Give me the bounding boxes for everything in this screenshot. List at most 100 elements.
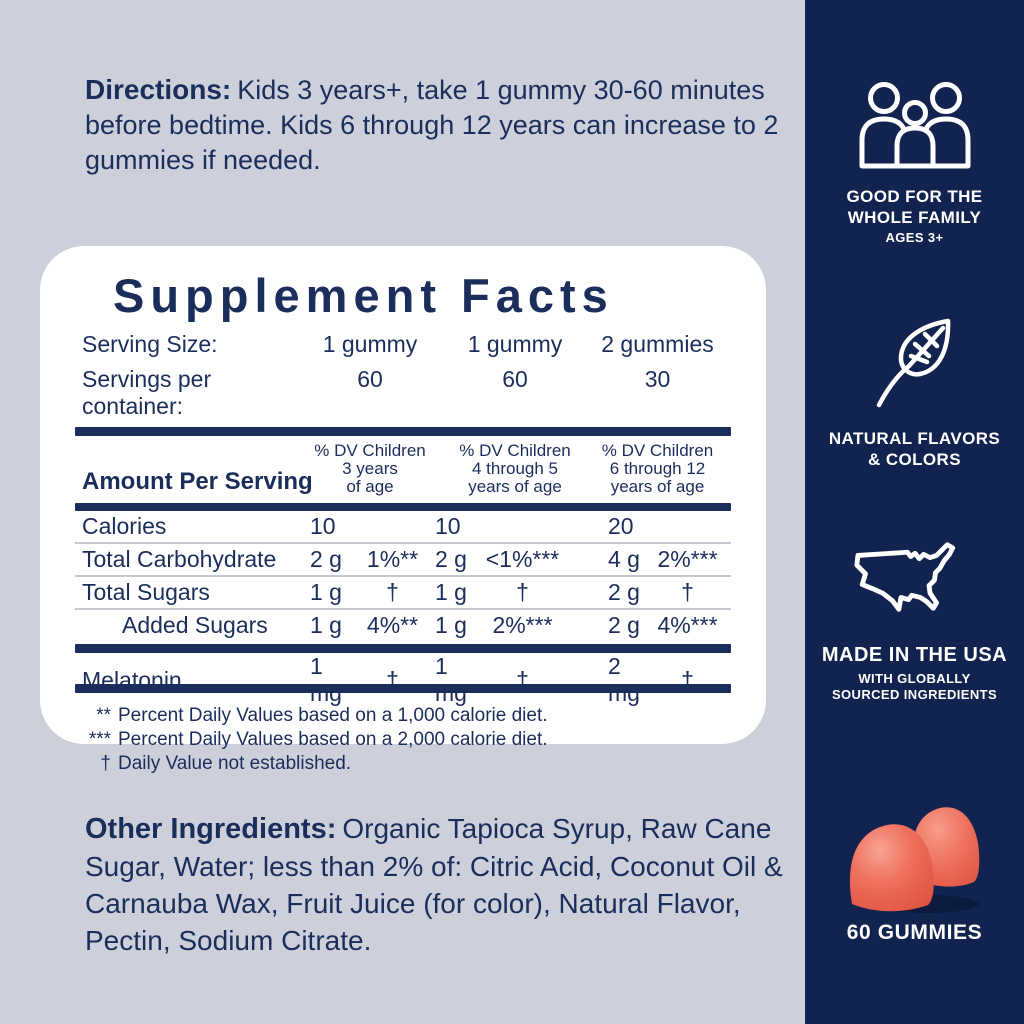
- footnote-marker: †: [100, 753, 111, 774]
- serving-size-value: 2 gummies: [601, 331, 714, 357]
- footnote-line: *** Percent Daily Values based on a 2,00…: [75, 728, 731, 752]
- servings-per-container-row: Servings per container: 60 60 30: [75, 366, 731, 420]
- amount-cell: 1 mg: [435, 653, 467, 706]
- header-line: % DV Children: [314, 441, 426, 460]
- footnote-marker: ***: [88, 729, 111, 750]
- row-name: Total Sugars: [82, 579, 210, 605]
- table-row-added-sugars: Added Sugars 1 g 4%** 1 g 2%*** 2 g 4%**…: [75, 610, 731, 641]
- directions-label: Directions:: [85, 74, 232, 105]
- badge-title: 60 GUMMIES: [805, 921, 1024, 945]
- servings-per-container-label: Servings per container:: [82, 366, 212, 419]
- badge-title-line: NATURAL FLAVORS: [828, 429, 1001, 448]
- badge-title-line: 60 GUMMIES: [846, 921, 983, 944]
- header-line: 6 through 12: [609, 459, 706, 478]
- dv-cell: †: [516, 579, 529, 605]
- table-header-row: Amount Per Serving % DV Children 3 years…: [75, 442, 731, 498]
- dv-cell: 4%***: [657, 612, 718, 638]
- divider-thick-bar: [75, 503, 731, 511]
- badge-gummies-count: 60 GUMMIES: [805, 780, 1024, 945]
- serving-size-row: Serving Size: 1 gummy 1 gummy 2 gummies: [75, 331, 731, 358]
- dv-cell: 2%***: [657, 546, 718, 572]
- dv-cell: †: [681, 666, 694, 693]
- footnote-text: Percent Daily Values based on a 2,000 ca…: [118, 729, 548, 750]
- serving-size-value: 1 gummy: [322, 331, 418, 357]
- table-row-total-sugars: Total Sugars 1 g † 1 g † 2 g †: [75, 577, 731, 608]
- divider-thick-bar: [75, 684, 731, 693]
- leaf-icon: [805, 312, 1024, 412]
- badge-good-for-family: GOOD FOR THE WHOLE FAMILY AGES 3+: [805, 78, 1024, 245]
- dv-cell: †: [516, 666, 529, 693]
- footnote-text: Percent Daily Values based on a 1,000 ca…: [118, 705, 548, 726]
- amount-cell: 2 g: [608, 612, 640, 638]
- amount-cell: 1 g: [435, 579, 467, 605]
- badge-natural-flavors: NATURAL FLAVORS & COLORS: [805, 312, 1024, 470]
- badge-title: MADE IN THE USA: [805, 644, 1024, 667]
- servings-per-container-value: 60: [502, 366, 528, 392]
- badge-title-line: GOOD FOR THE: [846, 187, 983, 206]
- row-name: Added Sugars: [122, 612, 268, 638]
- serving-size-value: 1 gummy: [467, 331, 563, 357]
- dv-cell: 2%***: [492, 612, 553, 638]
- footnote-line: ** Percent Daily Values based on a 1,000…: [75, 704, 731, 728]
- badge-title: GOOD FOR THE WHOLE FAMILY: [805, 186, 1024, 228]
- amount-cell: 1 g: [310, 612, 342, 638]
- badge-title: NATURAL FLAVORS & COLORS: [805, 428, 1024, 470]
- badge-subtitle-line: WITH GLOBALLY: [858, 671, 971, 686]
- usa-map-icon: [805, 538, 1024, 630]
- badge-subtitle: AGES 3+: [805, 230, 1024, 245]
- supplement-facts-panel: Supplement Facts Serving Size: 1 gummy 1…: [40, 246, 766, 774]
- directions-paragraph: Directions: Kids 3 years+, take 1 gummy 3…: [85, 72, 780, 178]
- amount-cell: 4 g: [608, 546, 640, 572]
- gummies-photo: [805, 780, 1024, 915]
- dv-cell: <1%***: [485, 546, 560, 572]
- footnote-marker: **: [96, 705, 111, 726]
- divider-thin-line: [75, 608, 731, 610]
- row-name: Melatonin: [82, 666, 182, 693]
- divider-thin-line: [75, 575, 731, 577]
- amount-cell: 10: [435, 513, 461, 539]
- amount-cell: 10: [310, 513, 336, 539]
- serving-size-label: Serving Size:: [82, 331, 218, 357]
- amount-cell: 1 g: [435, 612, 467, 638]
- badge-title-line: MADE IN THE USA: [821, 644, 1008, 666]
- row-name: Calories: [82, 513, 167, 539]
- directions-text: Kids 3 years+, take 1 gummy 30-60 minute…: [85, 75, 779, 175]
- amount-cell: 2 g: [608, 579, 640, 605]
- amount-cell: 2 g: [310, 546, 342, 572]
- divider-thick-bar: [75, 644, 731, 653]
- badge-subtitle: WITH GLOBALLY SOURCED INGREDIENTS: [805, 671, 1024, 703]
- other-ingredients-text: Organic Tapioca Syrup, Raw Cane Sugar, W…: [85, 813, 783, 956]
- amount-cell: 1 mg: [310, 653, 342, 706]
- footnotes: ** Percent Daily Values based on a 1,000…: [75, 704, 731, 776]
- footnote-line: † Daily Value not established.: [75, 752, 731, 776]
- table-row-calories: Calories 10 10 20: [75, 511, 731, 542]
- servings-per-container-value: 60: [357, 366, 383, 392]
- divider-thick-bar: [75, 427, 731, 436]
- servings-per-container-value: 30: [644, 366, 671, 392]
- amount-per-serving-label: Amount Per Serving: [82, 468, 313, 495]
- badge-subtitle-line: AGES 3+: [885, 230, 944, 245]
- supplement-facts-title: Supplement Facts: [113, 269, 614, 322]
- dv-column-header-3: % DV Children 6 through 12 years of age: [590, 442, 725, 498]
- header-line: % DV Children: [601, 441, 714, 460]
- badge-made-in-usa: MADE IN THE USA WITH GLOBALLY SOURCED IN…: [805, 538, 1024, 703]
- family-icon: [805, 78, 1024, 172]
- dv-column-header-1: % DV Children 3 years of age: [300, 442, 440, 498]
- badge-title-line: WHOLE FAMILY: [847, 208, 982, 227]
- header-line: years of age: [610, 477, 705, 496]
- badge-subtitle-line: SOURCED INGREDIENTS: [831, 687, 998, 702]
- dv-cell: †: [681, 579, 694, 605]
- other-ingredients-label: Other Ingredients:: [85, 813, 337, 845]
- header-line: % DV Children: [459, 441, 571, 460]
- dv-cell: †: [386, 579, 399, 605]
- badge-title-line: & COLORS: [868, 450, 961, 469]
- divider-thin-line: [75, 542, 731, 544]
- footnote-text: Daily Value not established.: [118, 753, 352, 774]
- table-row-total-carbohydrate: Total Carbohydrate 2 g 1%** 2 g <1%*** 4…: [75, 544, 731, 575]
- dv-cell: 1%**: [366, 546, 419, 572]
- other-ingredients-paragraph: Other Ingredients: Organic Tapioca Syrup,…: [85, 810, 790, 959]
- header-line: 4 through 5: [471, 459, 558, 478]
- dv-column-header-2: % DV Children 4 through 5 years of age: [440, 442, 590, 498]
- amount-cell: 2 g: [435, 546, 467, 572]
